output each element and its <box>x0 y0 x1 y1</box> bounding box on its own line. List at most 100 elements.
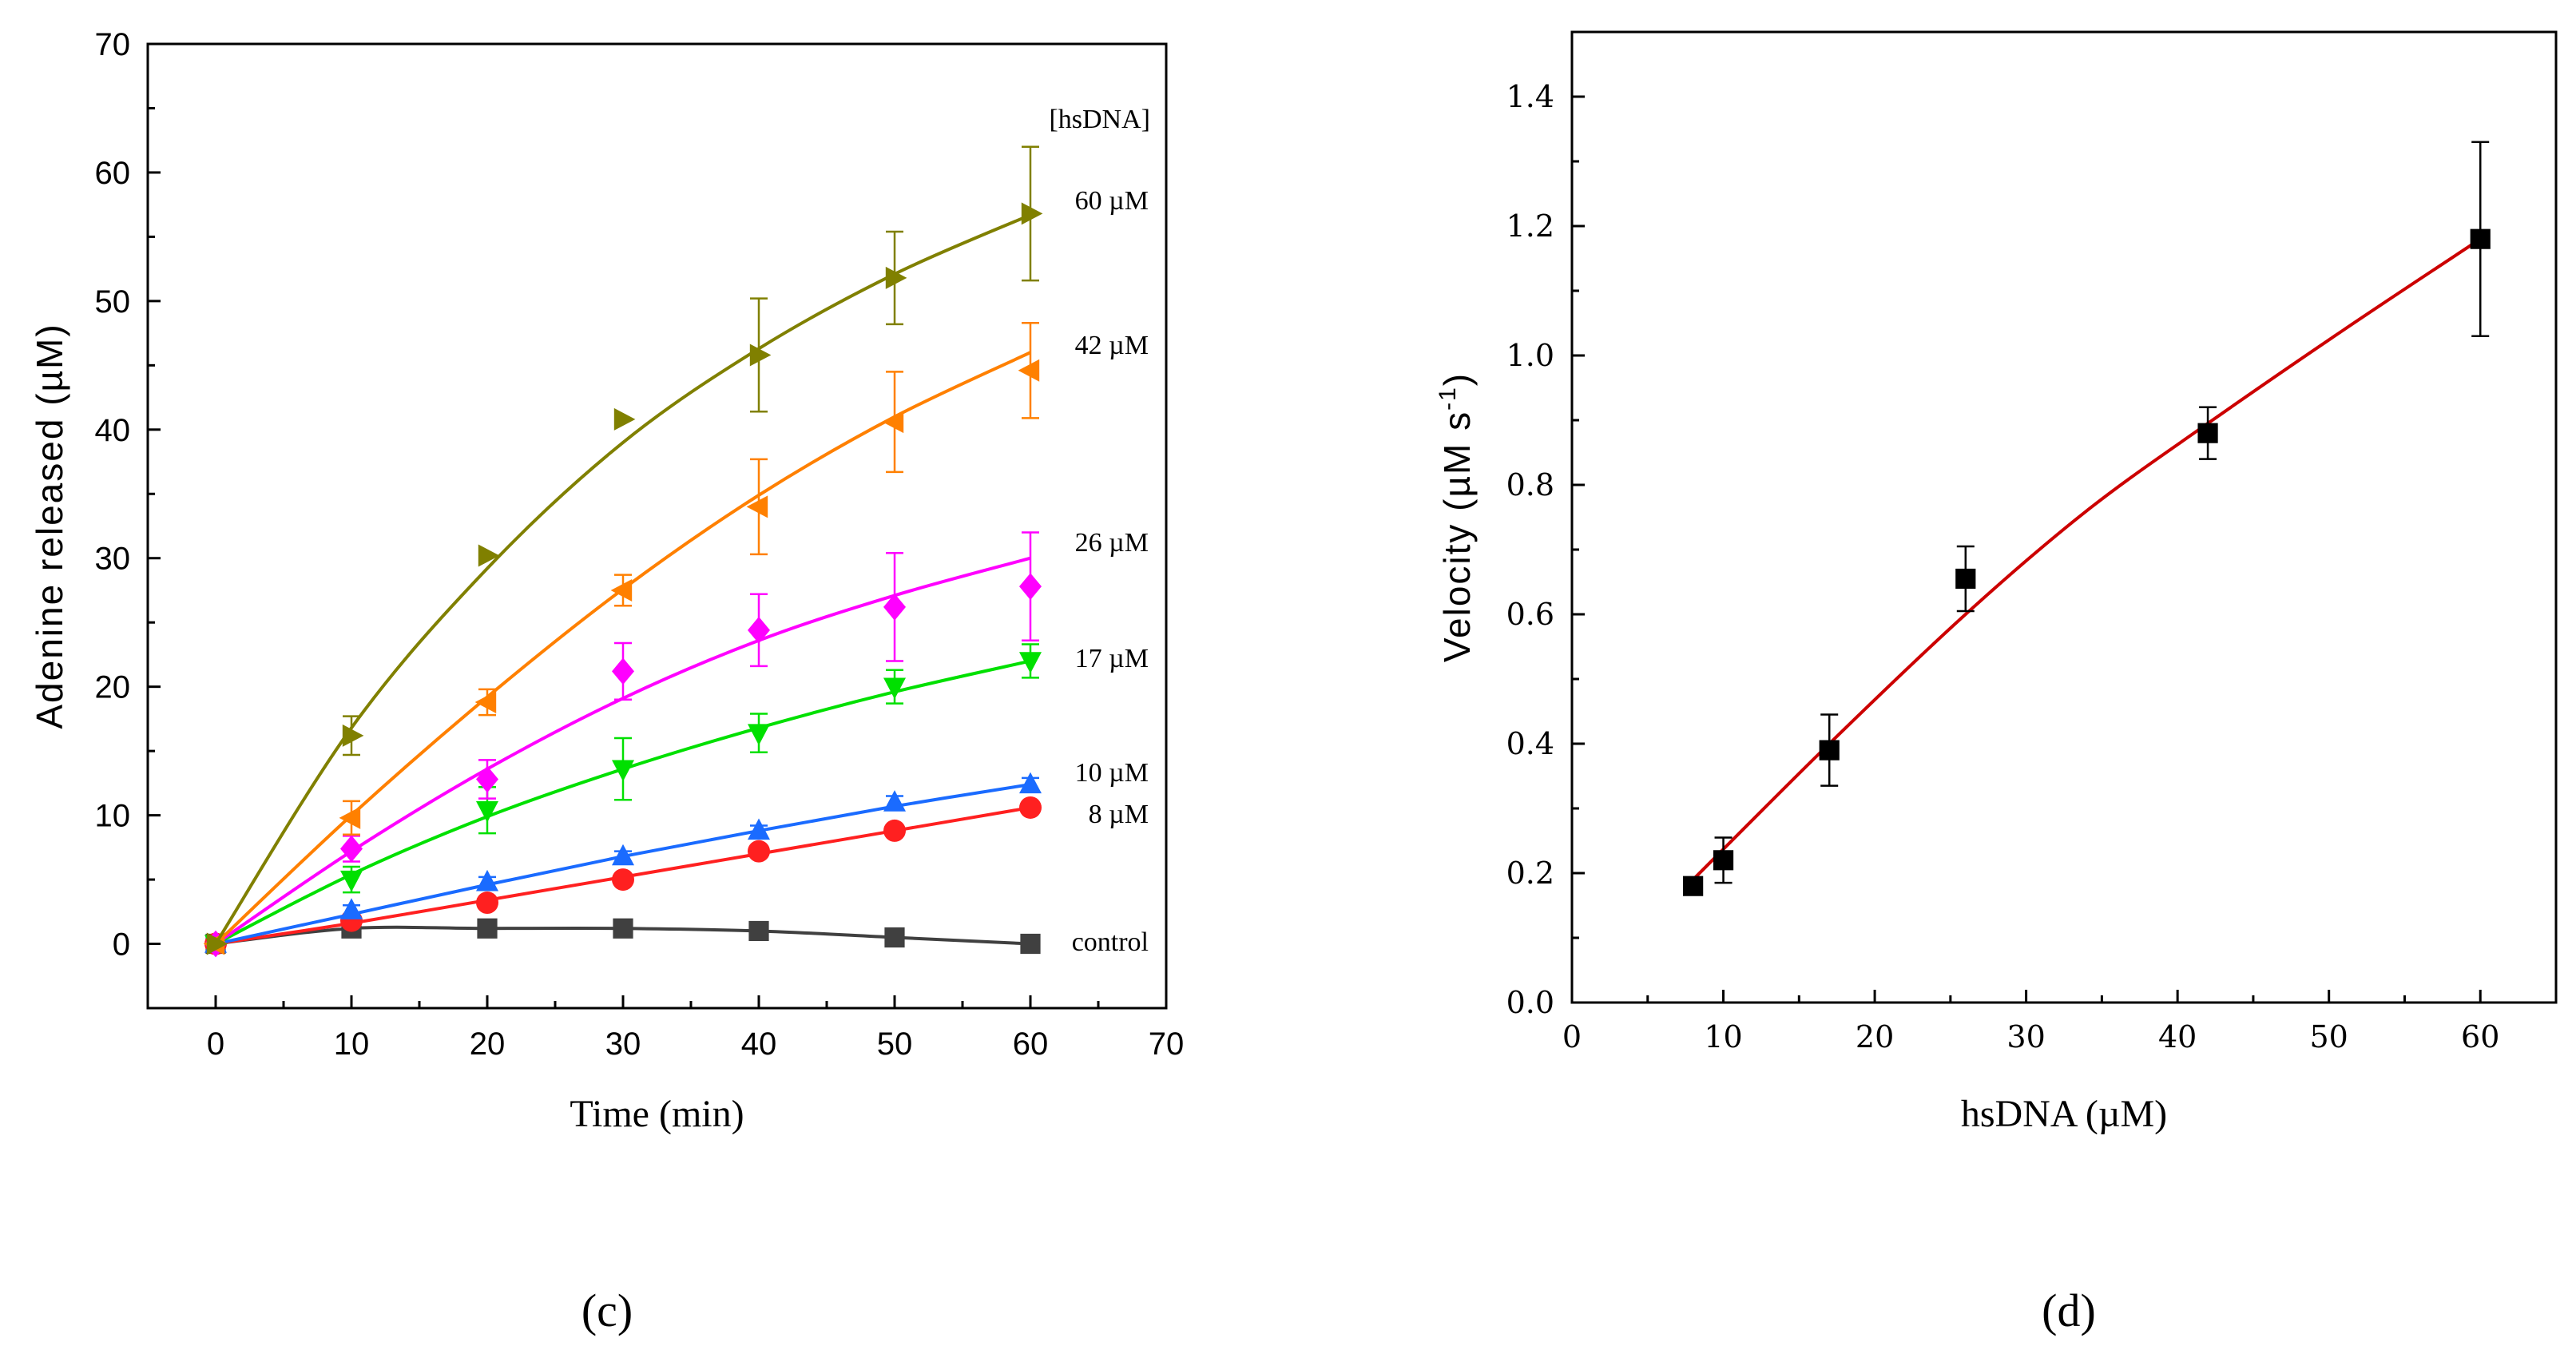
x-tick-label-c-6: 60 <box>1013 1026 1049 1062</box>
data-point-3-6 <box>1019 652 1042 673</box>
plot-frame-c <box>146 42 1168 1010</box>
data-point-0-5 <box>884 927 905 948</box>
data-point-6-3 <box>613 407 636 431</box>
series-26M-c <box>204 531 1042 958</box>
data-point-1-6 <box>1019 796 1042 819</box>
data-point-5-2 <box>474 690 497 713</box>
x-tick-label-c-1: 10 <box>334 1026 370 1062</box>
panel-label-c: (c) <box>581 1285 633 1336</box>
x-tick-label-c-3: 30 <box>605 1026 641 1062</box>
x-tick-label-d-6: 60 <box>2461 1019 2499 1054</box>
data-point-2-5 <box>883 790 906 812</box>
data-point-d-1 <box>1713 850 1734 871</box>
data-point-0-6 <box>1020 933 1041 955</box>
data-point-5-1 <box>339 806 361 829</box>
data-point-1-3 <box>612 868 634 891</box>
data-point-d-2 <box>1819 740 1840 760</box>
y-tick-label-d-7: 1.4 <box>1506 79 1554 114</box>
series-control-c <box>205 918 1041 955</box>
series-label-2: 10 µM <box>1075 758 1149 788</box>
series-label-4: 26 µM <box>1075 528 1149 558</box>
data-point-5-5 <box>882 411 904 434</box>
data-point-6-2 <box>478 544 500 567</box>
legend-title-c: [hsDNA] <box>1049 105 1150 134</box>
x-tick-label-d-4: 40 <box>2158 1019 2197 1054</box>
x-tick-label-d-0: 0 <box>1562 1019 1582 1054</box>
data-point-d-0 <box>1683 876 1704 896</box>
y-tick-label-d-6: 1.2 <box>1506 208 1554 244</box>
y-tick-label-c-1: 10 <box>95 799 131 834</box>
series-60M-c <box>206 145 1043 955</box>
data-point-6-5 <box>885 266 907 289</box>
data-point-4-2 <box>476 765 498 793</box>
y-tick-label-c-2: 20 <box>95 670 131 705</box>
y-tick-label-c-4: 40 <box>95 413 131 448</box>
y-tick-label-d-1: 0.2 <box>1506 856 1554 891</box>
x-tick-label-d-1: 10 <box>1704 1019 1742 1054</box>
data-point-2-3 <box>612 844 634 866</box>
y-tick-label-c-7: 70 <box>95 27 131 62</box>
y-tick-label-d-3: 0.6 <box>1506 597 1554 632</box>
series-label-1: 8 µM <box>1089 800 1149 829</box>
x-tick-label-c-4: 40 <box>741 1026 777 1062</box>
y-tick-label-d-0: 0.0 <box>1506 985 1554 1020</box>
x-tick-label-c-7: 70 <box>1149 1026 1185 1062</box>
data-point-6-4 <box>749 343 772 367</box>
data-point-3-2 <box>476 800 498 823</box>
x-tick-label-c-0: 0 <box>207 1026 224 1062</box>
plot-frame-d <box>1570 30 2558 1004</box>
y-axis-title-d-main: Velocity (µM s <box>1436 411 1478 662</box>
series-label-6: 60 µM <box>1075 186 1149 216</box>
data-point-1-4 <box>748 840 770 863</box>
panel-label-d: (d) <box>2042 1285 2096 1336</box>
y-axis-title-c: Adenine released (µM) <box>29 323 70 729</box>
data-point-0-3 <box>613 918 633 939</box>
data-point-4-3 <box>612 657 634 685</box>
y-tick-label-d-5: 1.0 <box>1506 338 1554 373</box>
data-point-2-2 <box>476 869 498 891</box>
x-axis-title-c: Time (min) <box>570 1093 744 1135</box>
data-point-d-5 <box>2470 228 2491 249</box>
data-point-5-3 <box>610 578 633 602</box>
data-point-1-2 <box>476 891 498 915</box>
data-point-d-4 <box>2197 423 2218 443</box>
data-point-3-5 <box>883 677 906 700</box>
data-point-3-4 <box>748 724 770 746</box>
y-tick-label-d-4: 0.8 <box>1506 467 1554 502</box>
x-tick-label-d-3: 30 <box>2006 1019 2045 1054</box>
x-tick-label-d-2: 20 <box>1856 1019 1894 1054</box>
data-point-5-4 <box>746 495 768 518</box>
data-point-2-6 <box>1019 772 1042 794</box>
y-tick-label-c-6: 60 <box>95 156 131 191</box>
data-point-4-1 <box>340 835 363 863</box>
fit-line-3 <box>215 659 1031 946</box>
data-point-0-4 <box>748 920 769 942</box>
y-axis-title-d-end: ) <box>1436 372 1478 386</box>
data-point-4-4 <box>748 617 770 644</box>
data-point-3-1 <box>340 870 363 892</box>
chart-c: 0 10 20 30 40 50 60 70 0 10 20 30 40 50 60 70 Time (min)… <box>29 27 1184 1336</box>
y-tick-label-c-5: 50 <box>95 284 131 320</box>
data-point-6-6 <box>1021 202 1043 225</box>
data-point-4-5 <box>883 594 906 621</box>
data-point-6-1 <box>342 724 364 747</box>
data-point-5-6 <box>1018 359 1040 382</box>
x-tick-label-c-5: 50 <box>877 1026 913 1062</box>
data-point-d-3 <box>1955 568 1976 590</box>
series-label-0: control <box>1072 927 1149 957</box>
x-tick-label-d-5: 50 <box>2310 1019 2348 1054</box>
x-tick-label-c-2: 20 <box>470 1026 506 1062</box>
series-42M-c <box>203 321 1040 955</box>
data-point-4-6 <box>1019 573 1042 600</box>
series-label-5: 42 µM <box>1075 331 1149 360</box>
series-10M-c <box>204 772 1042 953</box>
data-point-6-0 <box>206 932 228 955</box>
y-tick-label-d-2: 0.4 <box>1506 726 1554 761</box>
chart-d: 0.0 0.2 0.4 0.6 0.8 1.0 1.2 1.4 0 10 20 30 40 50 60 hsD… <box>1435 30 2558 1336</box>
data-point-3-3 <box>612 760 634 782</box>
y-tick-label-c-3: 30 <box>95 542 131 577</box>
y-axis-title-d-superscript: -1 <box>1435 386 1461 411</box>
y-axis-title-d: Velocity (µM s-1) <box>1435 372 1478 662</box>
fit-line-d <box>1692 237 2482 881</box>
